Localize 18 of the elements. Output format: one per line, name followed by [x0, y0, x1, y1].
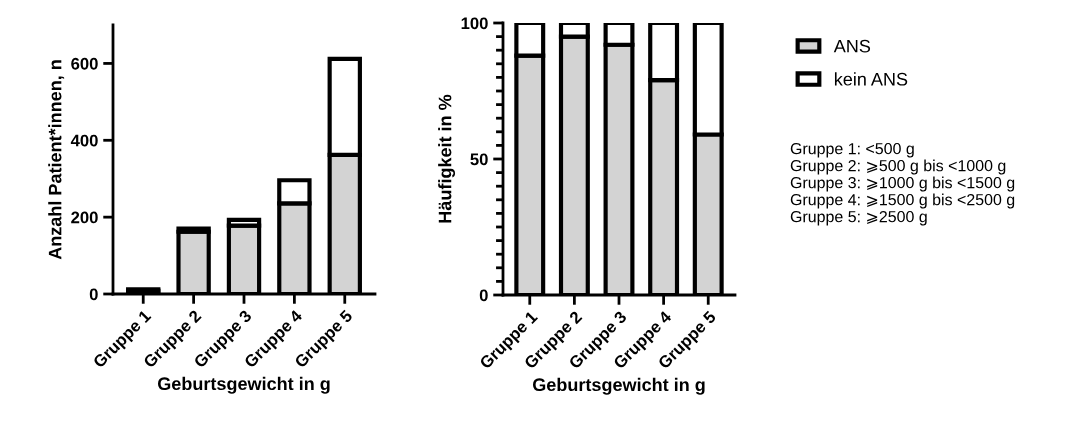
legend-label: ANS: [833, 39, 871, 53]
y-tick-label: 400: [70, 134, 98, 147]
y-axis-title: Anzahl Patient*innen, n: [48, 60, 65, 260]
x-axis-title: Geburtsgewicht in g: [532, 377, 705, 395]
y-tick-label: 200: [71, 211, 98, 224]
x-axis-title: Geburtsgewicht in g: [157, 376, 330, 394]
y-tick-label: 100: [461, 17, 488, 30]
y-tick-label: 50: [470, 153, 488, 166]
legend-label: kein ANS: [834, 72, 908, 86]
text: Gruppe 1: <500 g: [790, 142, 914, 158]
y-tick-label: 0: [89, 288, 98, 301]
y-tick-label: 600: [71, 57, 98, 70]
text: Gruppe 2: ⩾500 g bis <1000 g: [790, 159, 1006, 175]
y-tick-label: 0: [479, 289, 488, 302]
text: Gruppe 5: ⩾2500 g: [790, 210, 927, 226]
text: Gruppe 4: ⩾1500 g bis <2500 g: [790, 193, 1015, 209]
y-axis-title: Häufigkeit in %: [438, 94, 456, 223]
text: Gruppe 3: ⩾1000 g bis <1500 g: [790, 176, 1015, 192]
